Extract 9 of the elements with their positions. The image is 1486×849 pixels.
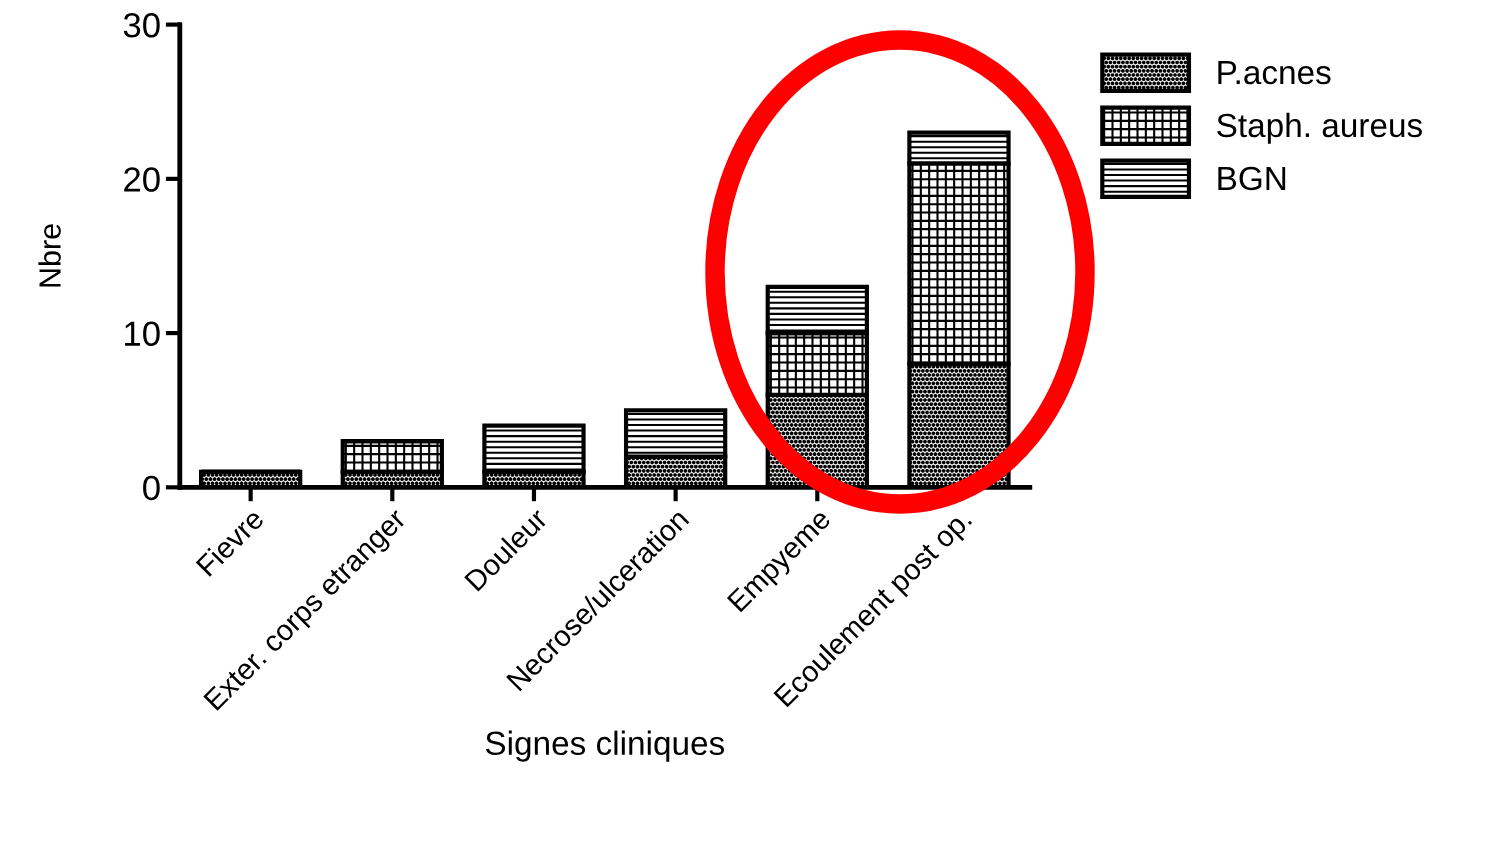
y-axis-title: Nbre — [38, 224, 61, 287]
legend-label: P.acnes — [1218, 61, 1331, 85]
y-tick-label: 10 — [125, 321, 160, 347]
y-tick-label: 20 — [124, 167, 160, 192]
legend-label: BGN — [1218, 166, 1286, 191]
y-tick-label: 0 — [143, 475, 160, 501]
y-tick-label: 30 — [123, 12, 160, 38]
legend-label: Staph. aureus — [1217, 112, 1422, 144]
x-axis-title: Signes cliniques — [485, 730, 725, 762]
